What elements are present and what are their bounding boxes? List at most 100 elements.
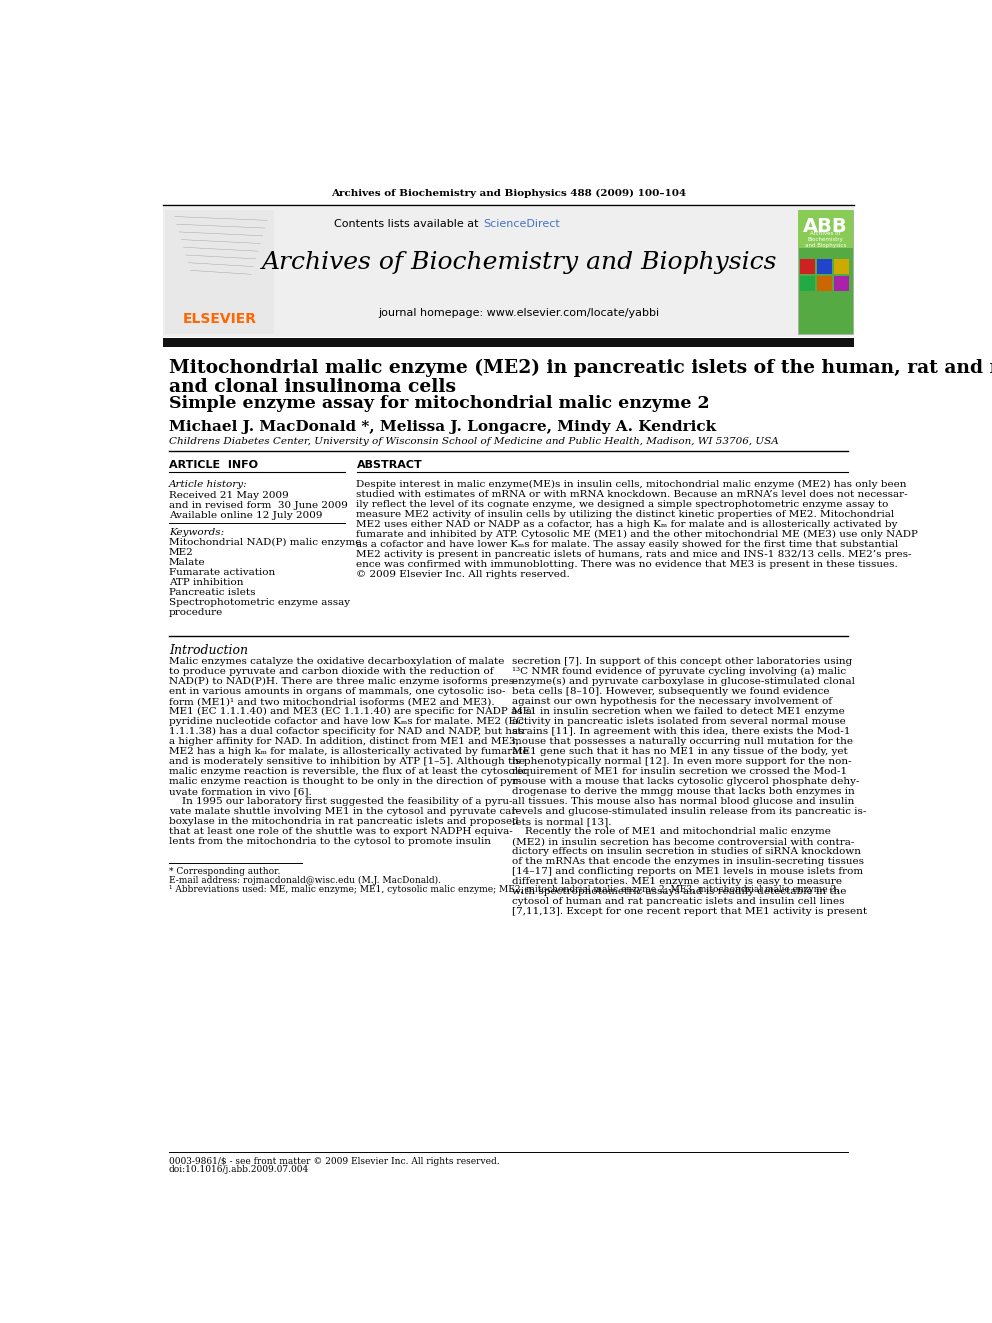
Text: ScienceDirect: ScienceDirect — [483, 220, 559, 229]
Text: ME2 uses either NAD or NADP as a cofactor, has a high Kₘ for malate and is allos: ME2 uses either NAD or NADP as a cofacto… — [356, 520, 898, 529]
Text: Childrens Diabetes Center, University of Wisconsin School of Medicine and Public: Childrens Diabetes Center, University of… — [169, 437, 779, 446]
Text: ABB: ABB — [804, 217, 848, 235]
Text: Michael J. MacDonald *, Melissa J. Longacre, Mindy A. Kendrick: Michael J. MacDonald *, Melissa J. Longa… — [169, 419, 716, 434]
Text: Despite interest in malic enzyme(ME)s in insulin cells, mitochondrial malic enzy: Despite interest in malic enzyme(ME)s in… — [356, 480, 907, 490]
Text: mouse with a mouse that lacks cytosolic glycerol phosphate dehy-: mouse with a mouse that lacks cytosolic … — [512, 777, 859, 786]
Text: different laboratories. ME1 enzyme activity is easy to measure: different laboratories. ME1 enzyme activ… — [512, 877, 841, 886]
Text: dictory effects on insulin secretion in studies of siRNA knockdown: dictory effects on insulin secretion in … — [512, 847, 860, 856]
Text: levels and glucose-stimulated insulin release from its pancreatic is-: levels and glucose-stimulated insulin re… — [512, 807, 866, 816]
Text: Available online 12 July 2009: Available online 12 July 2009 — [169, 511, 322, 520]
Text: against our own hypothesis for the necessary involvement of: against our own hypothesis for the neces… — [512, 697, 831, 706]
Text: [14–17] and conflicting reports on ME1 levels in mouse islets from: [14–17] and conflicting reports on ME1 l… — [512, 868, 863, 876]
Text: 1.1.1.38) has a dual cofactor specificity for NAD and NADP, but has: 1.1.1.38) has a dual cofactor specificit… — [169, 728, 524, 736]
Bar — [165, 209, 274, 335]
Text: Malate: Malate — [169, 558, 205, 566]
Text: ent in various amounts in organs of mammals, one cytosolic iso-: ent in various amounts in organs of mamm… — [169, 687, 506, 696]
Text: form (ME1)¹ and two mitochondrial isoforms (ME2 and ME3).: form (ME1)¹ and two mitochondrial isofor… — [169, 697, 495, 706]
Text: boxylase in the mitochondria in rat pancreatic islets and proposed: boxylase in the mitochondria in rat panc… — [169, 818, 519, 827]
Text: lents from the mitochondria to the cytosol to promote insulin: lents from the mitochondria to the cytos… — [169, 837, 491, 847]
Text: Received 21 May 2009: Received 21 May 2009 — [169, 491, 289, 500]
Text: Fumarate activation: Fumarate activation — [169, 568, 275, 577]
Bar — [834, 275, 849, 291]
Text: Archives of
Biochemistry
and Biophysics: Archives of Biochemistry and Biophysics — [805, 232, 846, 247]
Text: ATP inhibition: ATP inhibition — [169, 578, 243, 587]
Text: ence was confirmed with immunoblotting. There was no evidence that ME3 is presen: ence was confirmed with immunoblotting. … — [356, 560, 898, 569]
Text: Simple enzyme assay for mitochondrial malic enzyme 2: Simple enzyme assay for mitochondrial ma… — [169, 396, 709, 413]
Text: Keywords:: Keywords: — [169, 528, 224, 537]
Text: drogenase to derive the mmgg mouse that lacks both enzymes in: drogenase to derive the mmgg mouse that … — [512, 787, 854, 796]
Bar — [163, 339, 854, 347]
Text: Pancreatic islets: Pancreatic islets — [169, 587, 256, 597]
Text: pyridine nucleotide cofactor and have low Kₘs for malate. ME2 (EC: pyridine nucleotide cofactor and have lo… — [169, 717, 524, 726]
Text: as a cofactor and have lower Kₘs for malate. The assay easily showed for the fir: as a cofactor and have lower Kₘs for mal… — [356, 540, 899, 549]
Text: cytosol of human and rat pancreatic islets and insulin cell lines: cytosol of human and rat pancreatic isle… — [512, 897, 844, 906]
Text: mouse that possesses a naturally occurring null mutation for the: mouse that possesses a naturally occurri… — [512, 737, 852, 746]
Text: measure ME2 activity of insulin cells by utilizing the distinct kinetic properti: measure ME2 activity of insulin cells by… — [356, 509, 895, 519]
Text: In 1995 our laboratory first suggested the feasibility of a pyru-: In 1995 our laboratory first suggested t… — [169, 798, 513, 806]
Bar — [834, 259, 849, 274]
Text: ME2 has a high kₘ for malate, is allosterically activated by fumarate: ME2 has a high kₘ for malate, is alloste… — [169, 747, 529, 757]
Text: ABSTRACT: ABSTRACT — [356, 460, 423, 470]
Text: Contents lists available at: Contents lists available at — [334, 220, 482, 229]
Text: Mitochondrial NAD(P) malic enzyme: Mitochondrial NAD(P) malic enzyme — [169, 537, 361, 546]
Text: procedure: procedure — [169, 607, 223, 617]
Text: (ME2) in insulin secretion has become controversial with contra-: (ME2) in insulin secretion has become co… — [512, 837, 854, 847]
Text: © 2009 Elsevier Inc. All rights reserved.: © 2009 Elsevier Inc. All rights reserved… — [356, 570, 570, 579]
Text: all tissues. This mouse also has normal blood glucose and insulin: all tissues. This mouse also has normal … — [512, 798, 854, 806]
Text: and clonal insulinoma cells: and clonal insulinoma cells — [169, 377, 456, 396]
Text: malic enzyme reaction is reversible, the flux of at least the cytosolic: malic enzyme reaction is reversible, the… — [169, 767, 527, 777]
Text: * Corresponding author.: * Corresponding author. — [169, 867, 281, 876]
Text: Recently the role of ME1 and mitochondrial malic enzyme: Recently the role of ME1 and mitochondri… — [512, 827, 830, 836]
Text: Archives of Biochemistry and Biophysics: Archives of Biochemistry and Biophysics — [262, 251, 777, 274]
Text: ME1 (EC 1.1.1.40) and ME3 (EC 1.1.1.40) are specific for NADP as a: ME1 (EC 1.1.1.40) and ME3 (EC 1.1.1.40) … — [169, 706, 532, 716]
Text: that at least one role of the shuttle was to export NADPH equiva-: that at least one role of the shuttle wa… — [169, 827, 513, 836]
Text: fumarate and inhibited by ATP. Cytosolic ME (ME1) and the other mitochondrial ME: fumarate and inhibited by ATP. Cytosolic… — [356, 531, 919, 538]
Text: Archives of Biochemistry and Biophysics 488 (2009) 100–104: Archives of Biochemistry and Biophysics … — [331, 189, 685, 198]
Bar — [163, 208, 854, 336]
Text: requirement of ME1 for insulin secretion we crossed the Mod-1: requirement of ME1 for insulin secretion… — [512, 767, 846, 777]
Text: E-mail address: rojmacdonald@wisc.edu (M.J. MacDonald).: E-mail address: rojmacdonald@wisc.edu (M… — [169, 876, 441, 885]
Text: and in revised form  30 June 2009: and in revised form 30 June 2009 — [169, 501, 348, 509]
Text: to produce pyruvate and carbon dioxide with the reduction of: to produce pyruvate and carbon dioxide w… — [169, 667, 493, 676]
Bar — [816, 259, 832, 274]
Text: ME2 activity is present in pancreatic islets of humans, rats and mice and INS-1 : ME2 activity is present in pancreatic is… — [356, 550, 912, 560]
Text: enzyme(s) and pyruvate carboxylase in glucose-stimulated clonal: enzyme(s) and pyruvate carboxylase in gl… — [512, 677, 854, 687]
Text: and is moderately sensitive to inhibition by ATP [1–5]. Although the: and is moderately sensitive to inhibitio… — [169, 757, 525, 766]
Text: Introduction: Introduction — [169, 643, 248, 656]
Text: NAD(P) to NAD(P)H. There are three malic enzyme isoforms pres-: NAD(P) to NAD(P)H. There are three malic… — [169, 677, 518, 687]
Text: vate malate shuttle involving ME1 in the cytosol and pyruvate car-: vate malate shuttle involving ME1 in the… — [169, 807, 520, 816]
Text: studied with estimates of mRNA or with mRNA knockdown. Because an mRNA’s level d: studied with estimates of mRNA or with m… — [356, 490, 908, 499]
Text: ELSEVIER: ELSEVIER — [183, 312, 256, 325]
Text: Mitochondrial malic enzyme (ME2) in pancreatic islets of the human, rat and mous: Mitochondrial malic enzyme (ME2) in panc… — [169, 359, 992, 377]
Text: ARTICLE  INFO: ARTICLE INFO — [169, 460, 258, 470]
Text: strains [11]. In agreement with this idea, there exists the Mod-1: strains [11]. In agreement with this ide… — [512, 728, 850, 736]
Text: activity in pancreatic islets isolated from several normal mouse: activity in pancreatic islets isolated f… — [512, 717, 845, 726]
Text: lets is normal [13].: lets is normal [13]. — [512, 818, 611, 827]
Bar — [800, 259, 815, 274]
Text: secretion [7]. In support of this concept other laboratories using: secretion [7]. In support of this concep… — [512, 658, 852, 665]
Bar — [800, 275, 815, 291]
Text: ME1 in insulin secretion when we failed to detect ME1 enzyme: ME1 in insulin secretion when we failed … — [512, 706, 844, 716]
Text: 0003-9861/$ - see front matter © 2009 Elsevier Inc. All rights reserved.: 0003-9861/$ - see front matter © 2009 El… — [169, 1156, 500, 1166]
Text: is phenotypically normal [12]. In even more support for the non-: is phenotypically normal [12]. In even m… — [512, 757, 851, 766]
Text: Article history:: Article history: — [169, 480, 248, 490]
Text: ME1 gene such that it has no ME1 in any tissue of the body, yet: ME1 gene such that it has no ME1 in any … — [512, 747, 847, 757]
Text: ME2: ME2 — [169, 548, 193, 557]
Text: ¹ Abbreviations used: ME, malic enzyme; ME1, cytosolic malic enzyme; ME2, mitoch: ¹ Abbreviations used: ME, malic enzyme; … — [169, 885, 839, 894]
Text: [7,11,13]. Except for one recent report that ME1 activity is present: [7,11,13]. Except for one recent report … — [512, 908, 867, 917]
Text: ¹³C NMR found evidence of pyruvate cycling involving (a) malic: ¹³C NMR found evidence of pyruvate cycli… — [512, 667, 845, 676]
Text: of the mRNAs that encode the enzymes in insulin-secreting tissues: of the mRNAs that encode the enzymes in … — [512, 857, 863, 867]
Text: malic enzyme reaction is thought to be only in the direction of pyr-: malic enzyme reaction is thought to be o… — [169, 777, 521, 786]
Bar — [799, 209, 852, 335]
Text: journal homepage: www.elsevier.com/locate/yabbi: journal homepage: www.elsevier.com/locat… — [379, 308, 660, 318]
Text: with spectrophotometric assays and is readily detectable in the: with spectrophotometric assays and is re… — [512, 888, 846, 896]
Text: a higher affinity for NAD. In addition, distinct from ME1 and ME3,: a higher affinity for NAD. In addition, … — [169, 737, 519, 746]
Text: ily reflect the level of its cognate enzyme, we designed a simple spectrophotome: ily reflect the level of its cognate enz… — [356, 500, 889, 509]
Bar — [816, 275, 832, 291]
Bar — [799, 209, 852, 249]
Text: uvate formation in vivo [6].: uvate formation in vivo [6]. — [169, 787, 311, 796]
Text: Malic enzymes catalyze the oxidative decarboxylation of malate: Malic enzymes catalyze the oxidative dec… — [169, 658, 504, 665]
Text: doi:10.1016/j.abb.2009.07.004: doi:10.1016/j.abb.2009.07.004 — [169, 1166, 310, 1175]
Text: Spectrophotometric enzyme assay: Spectrophotometric enzyme assay — [169, 598, 350, 607]
Text: beta cells [8–10]. However, subsequently we found evidence: beta cells [8–10]. However, subsequently… — [512, 687, 829, 696]
